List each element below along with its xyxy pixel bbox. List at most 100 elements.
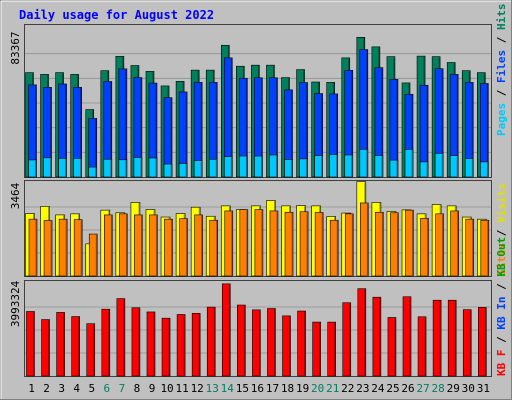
bar-pages-day-17 — [269, 154, 278, 178]
x-tick-label-day-25: 25 — [386, 382, 399, 395]
x-tick-label-day-22: 22 — [341, 382, 354, 395]
bar-pages-day-6 — [103, 158, 113, 178]
x-tick-label-day-13: 13 — [206, 382, 219, 395]
bar-sites-day-22 — [344, 213, 354, 277]
legend-panel2: Sites / Visits — [495, 183, 508, 276]
x-tick-label-day-15: 15 — [236, 382, 249, 395]
bar-kbytes-day-13 — [206, 306, 216, 377]
bar-sites-day-26 — [405, 209, 414, 277]
legend-kbin: KB In — [495, 297, 508, 330]
bar-pages-day-2 — [43, 157, 52, 178]
x-tick-label-day-9: 9 — [149, 382, 156, 395]
x-tick-label-day-3: 3 — [58, 382, 65, 395]
bar-sites-day-4 — [73, 219, 83, 277]
bar-sites-day-17 — [269, 210, 279, 277]
bar-kbytes-day-18 — [282, 315, 291, 377]
bar-sites-day-3 — [58, 218, 68, 277]
bar-sites-day-19 — [299, 211, 309, 277]
bar-sites-day-24 — [375, 211, 384, 277]
bar-sites-day-29 — [450, 210, 459, 277]
bar-kbytes-day-12 — [191, 313, 201, 377]
bar-pages-day-8 — [133, 157, 143, 178]
bar-sites-day-25 — [390, 212, 399, 277]
bar-pages-day-16 — [254, 155, 263, 178]
bar-pages-day-26 — [404, 149, 414, 178]
bar-sites-day-18 — [284, 211, 294, 277]
x-tick-label-day-6: 6 — [104, 382, 111, 395]
bar-sites-day-6 — [104, 214, 113, 277]
x-tick-label-day-18: 18 — [281, 382, 294, 395]
x-tick-label-day-19: 19 — [296, 382, 309, 395]
legend-kbf: KB F — [495, 350, 508, 377]
y-tick-label-visits: 3464 — [9, 182, 22, 209]
bar-kbytes-day-17 — [267, 308, 276, 377]
legend-hits: Hits — [495, 4, 508, 31]
legend-pages: Pages — [495, 103, 508, 136]
bar-pages-day-9 — [148, 157, 158, 178]
legend-kbout: KB Out — [495, 237, 508, 277]
bar-kbytes-day-7 — [116, 298, 126, 377]
bar-sites-day-1 — [28, 218, 38, 277]
legend-sites: Sites — [495, 243, 508, 276]
x-tick-label-day-12: 12 — [191, 382, 204, 395]
y-tick-label-hits: 83367 — [9, 31, 22, 64]
legend-sep: / — [495, 83, 508, 103]
bar-kbytes-day-8 — [131, 307, 141, 377]
bar-sites-day-28 — [435, 213, 444, 277]
bar-pages-day-5 — [88, 166, 98, 178]
bar-pages-day-12 — [193, 160, 203, 178]
bar-pages-day-29 — [449, 155, 459, 178]
x-tick-label-day-1: 1 — [28, 382, 35, 395]
legend-panel1: Pages / Files / Hits — [495, 4, 508, 137]
x-tick-label-day-29: 29 — [447, 382, 460, 395]
chart-title: Daily usage for August 2022 — [19, 8, 214, 22]
bar-pages-day-24 — [374, 155, 384, 178]
bar-sites-day-8 — [134, 214, 143, 277]
x-tick-label-day-16: 16 — [251, 382, 264, 395]
bar-sites-day-31 — [480, 219, 490, 277]
bar-kbytes-day-2 — [41, 319, 50, 377]
bar-kbytes-day-16 — [252, 309, 261, 377]
bar-pages-day-31 — [479, 161, 489, 178]
x-tick-label-day-30: 30 — [462, 382, 475, 395]
bar-sites-day-11 — [179, 218, 188, 277]
legend-panel3: KB F / KB In / KB Out — [495, 237, 508, 376]
legend-sep: / — [495, 223, 508, 243]
bar-kbytes-day-28 — [432, 299, 442, 377]
bar-kbytes-day-21 — [327, 321, 337, 377]
bar-pages-day-7 — [118, 159, 128, 178]
bar-pages-day-30 — [464, 158, 474, 178]
x-axis-labels: 1 2 3 4 5 6 7 8 9 10 11 12 13 14 15 16 17 18 19 20 21 22 23 24 2… — [28, 382, 490, 395]
bar-kbytes-day-20 — [312, 321, 321, 377]
bar-kbytes-day-25 — [387, 317, 397, 377]
x-tick-label-day-7: 7 — [119, 382, 126, 395]
bar-pages-day-13 — [208, 158, 218, 178]
bar-kbytes-day-5 — [86, 323, 96, 377]
x-tick-label-day-4: 4 — [73, 382, 80, 395]
bar-pages-day-27 — [419, 161, 429, 178]
x-tick-label-day-28: 28 — [432, 382, 445, 395]
bar-pages-day-3 — [58, 158, 67, 178]
bar-pages-day-14 — [223, 156, 233, 178]
x-tick-label-day-23: 23 — [356, 382, 369, 395]
bar-pages-day-19 — [299, 158, 308, 178]
bar-pages-day-1 — [28, 159, 37, 178]
bar-pages-day-11 — [178, 163, 188, 178]
bar-sites-day-9 — [149, 214, 158, 277]
bar-kbytes-day-9 — [146, 311, 156, 377]
bar-kbytes-day-24 — [372, 296, 382, 377]
bar-sites-day-30 — [465, 218, 475, 277]
bar-sites-day-16 — [254, 209, 264, 277]
bar-kbytes-day-15 — [237, 304, 246, 377]
bar-pages-day-21 — [329, 154, 339, 178]
bar-pages-day-23 — [359, 149, 369, 178]
legend-sep: / — [495, 330, 508, 350]
x-tick-label-day-8: 8 — [134, 382, 141, 395]
x-tick-label-day-2: 2 — [43, 382, 50, 395]
bar-sites-day-12 — [194, 214, 203, 277]
bar-kbytes-day-23 — [357, 288, 367, 377]
x-tick-label-day-10: 10 — [160, 382, 173, 395]
bar-pages-day-28 — [434, 153, 444, 178]
bar-sites-day-21 — [329, 219, 339, 277]
legend-visits: Visits — [495, 183, 508, 223]
